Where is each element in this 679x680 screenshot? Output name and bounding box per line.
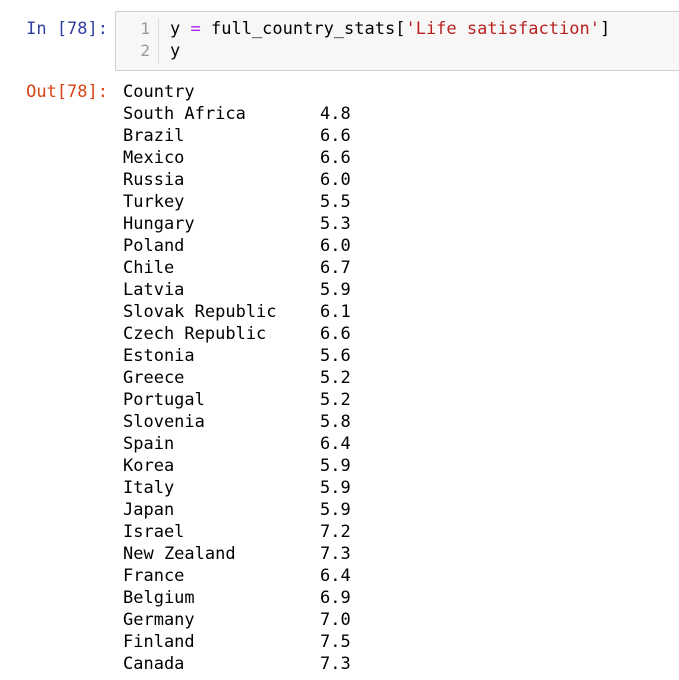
- code-line-1[interactable]: y = full_country_stats['Life satisfactio…: [170, 18, 610, 40]
- country-name: Japan: [123, 500, 175, 520]
- life-satisfaction-value: 6.4: [320, 566, 351, 586]
- country-name: Canada: [123, 654, 185, 674]
- country-name: Korea: [123, 456, 175, 476]
- country-name: New Zealand: [123, 544, 236, 564]
- life-satisfaction-value: 4.8: [320, 104, 351, 124]
- code-string: 'Life satisfaction': [405, 19, 600, 39]
- output-prompt: Out[78]:: [26, 82, 108, 102]
- country-name: France: [123, 566, 185, 586]
- life-satisfaction-value: 5.9: [320, 500, 351, 520]
- life-satisfaction-value: 6.1: [320, 302, 351, 322]
- life-satisfaction-value: 6.6: [320, 148, 351, 168]
- country-name: Italy: [123, 478, 175, 498]
- country-name: Israel: [123, 522, 185, 542]
- code-text: y: [170, 41, 181, 61]
- life-satisfaction-value: 5.2: [320, 368, 351, 388]
- life-satisfaction-value: 5.9: [320, 280, 351, 300]
- life-satisfaction-value: 7.0: [320, 610, 351, 630]
- code-variable: y: [170, 19, 181, 39]
- country-name: Latvia: [123, 280, 185, 300]
- country-name: Brazil: [123, 126, 185, 146]
- life-satisfaction-value: 6.0: [320, 170, 351, 190]
- country-name: Germany: [123, 610, 195, 630]
- life-satisfaction-value: 6.0: [320, 236, 351, 256]
- life-satisfaction-value: 5.5: [320, 192, 351, 212]
- output-prompt-container: Out[78]:: [0, 81, 108, 103]
- country-name: Hungary: [123, 214, 195, 234]
- life-satisfaction-value: 5.8: [320, 412, 351, 432]
- life-satisfaction-value: 6.6: [320, 126, 351, 146]
- code-expression: full_country_stats[: [211, 19, 406, 39]
- country-name: Estonia: [123, 346, 195, 366]
- country-name: Spain: [123, 434, 175, 454]
- life-satisfaction-value: 5.9: [320, 456, 351, 476]
- life-satisfaction-value: 6.9: [320, 588, 351, 608]
- life-satisfaction-value: 6.4: [320, 434, 351, 454]
- index-name: Country: [123, 82, 195, 102]
- code-bracket: ]: [599, 19, 611, 39]
- code-operator: =: [190, 19, 201, 39]
- country-name: Mexico: [123, 148, 185, 168]
- life-satisfaction-value: 5.2: [320, 390, 351, 410]
- country-name: Poland: [123, 236, 185, 256]
- life-satisfaction-value: 7.3: [320, 544, 351, 564]
- country-name: Turkey: [123, 192, 185, 212]
- country-name: Czech Republic: [123, 324, 267, 344]
- line-number: 2: [140, 41, 150, 60]
- life-satisfaction-value: 6.6: [320, 324, 351, 344]
- life-satisfaction-value: 7.2: [320, 522, 351, 542]
- country-name: Russia: [123, 170, 185, 190]
- life-satisfaction-value: 5.3: [320, 214, 351, 234]
- country-name: Slovenia: [123, 412, 205, 432]
- input-prompt: In [78]:: [26, 19, 108, 39]
- country-name: Portugal: [123, 390, 205, 410]
- line-number-gutter: 1 2: [116, 18, 159, 64]
- life-satisfaction-value: 5.6: [320, 346, 351, 366]
- line-number: 1: [140, 19, 150, 38]
- output-index-name: Country: [123, 81, 195, 103]
- country-name: South Africa: [123, 104, 246, 124]
- country-name: Slovak Republic: [123, 302, 277, 322]
- input-prompt-container: In [78]:: [0, 18, 108, 40]
- country-name: Belgium: [123, 588, 195, 608]
- code-input-area[interactable]: 1 2 y = full_country_stats['Life satisfa…: [115, 11, 679, 71]
- life-satisfaction-value: 7.5: [320, 632, 351, 652]
- life-satisfaction-value: 6.7: [320, 258, 351, 278]
- life-satisfaction-value: 5.9: [320, 478, 351, 498]
- code-line-2[interactable]: y: [170, 40, 180, 62]
- country-name: Greece: [123, 368, 185, 388]
- country-name: Chile: [123, 258, 175, 278]
- country-name: Finland: [123, 632, 195, 652]
- life-satisfaction-value: 7.3: [320, 654, 351, 674]
